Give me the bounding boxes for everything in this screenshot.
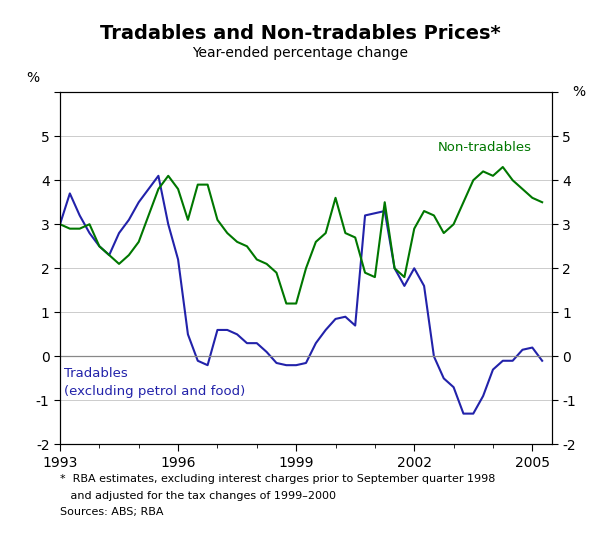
Y-axis label: %: % — [572, 85, 586, 99]
Text: Tradables and Non-tradables Prices*: Tradables and Non-tradables Prices* — [100, 24, 500, 43]
Text: Sources: ABS; RBA: Sources: ABS; RBA — [60, 507, 163, 517]
Y-axis label: %: % — [26, 71, 40, 85]
Text: *  RBA estimates, excluding interest charges prior to September quarter 1998: * RBA estimates, excluding interest char… — [60, 474, 496, 484]
Text: Non-tradables: Non-tradables — [438, 141, 532, 154]
Text: Tradables: Tradables — [64, 367, 128, 380]
Text: and adjusted for the tax changes of 1999–2000: and adjusted for the tax changes of 1999… — [60, 491, 336, 500]
Text: (excluding petrol and food): (excluding petrol and food) — [64, 385, 245, 398]
Text: Year-ended percentage change: Year-ended percentage change — [192, 46, 408, 60]
